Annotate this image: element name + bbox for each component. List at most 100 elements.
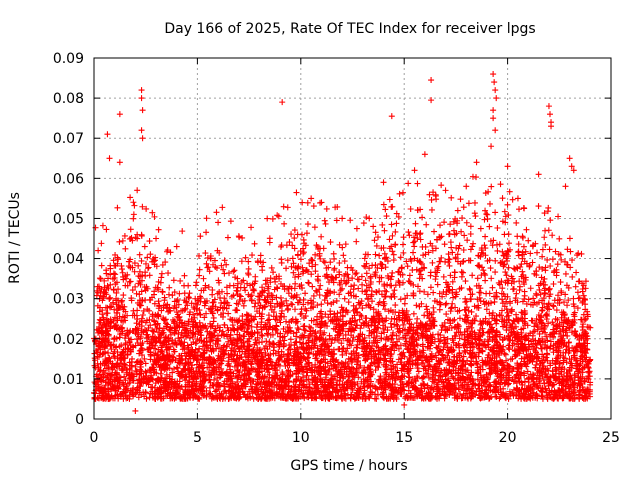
- data-point: [505, 231, 512, 238]
- data-point: [149, 313, 156, 320]
- data-point: [294, 251, 301, 258]
- data-point: [123, 395, 130, 402]
- data-point: [273, 313, 280, 320]
- data-point: [120, 273, 127, 280]
- data-point: [110, 287, 117, 294]
- data-point: [345, 373, 352, 380]
- data-point: [561, 312, 568, 319]
- data-point: [587, 324, 594, 331]
- data-point: [452, 255, 459, 262]
- data-point: [456, 315, 463, 322]
- data-point: [252, 278, 259, 285]
- data-point: [520, 271, 527, 278]
- data-point: [486, 257, 493, 264]
- data-point: [114, 254, 121, 261]
- data-point: [545, 320, 552, 327]
- data-point: [236, 332, 243, 339]
- data-point: [258, 313, 265, 320]
- data-point: [584, 311, 591, 318]
- data-point: [312, 395, 319, 402]
- data-point: [362, 314, 369, 321]
- data-point: [569, 257, 576, 264]
- data-point: [582, 306, 589, 313]
- data-point: [463, 312, 470, 319]
- data-point: [106, 295, 113, 302]
- data-point: [450, 294, 457, 301]
- data-point: [295, 265, 302, 272]
- data-point: [336, 271, 343, 278]
- data-point: [293, 338, 300, 345]
- data-point: [273, 294, 280, 301]
- data-point: [116, 334, 123, 341]
- data-point: [359, 281, 366, 288]
- data-point: [149, 333, 156, 340]
- data-point: [196, 272, 203, 279]
- data-point: [181, 306, 188, 313]
- data-point: [552, 389, 559, 396]
- data-point: [481, 242, 488, 249]
- data-point: [331, 310, 338, 317]
- data-points: [91, 71, 594, 414]
- data-point: [337, 287, 344, 294]
- data-point: [543, 333, 550, 340]
- data-point: [406, 272, 413, 279]
- data-point: [541, 285, 548, 292]
- data-point: [436, 258, 443, 265]
- data-point: [309, 257, 316, 264]
- data-point: [278, 303, 285, 310]
- data-point: [574, 289, 581, 296]
- data-point: [271, 286, 278, 293]
- data-point: [201, 314, 208, 321]
- data-point: [522, 276, 529, 283]
- data-point: [151, 328, 158, 335]
- data-point: [370, 306, 377, 313]
- data-point: [541, 275, 548, 282]
- data-point: [535, 282, 542, 289]
- data-point: [555, 251, 562, 258]
- data-point: [401, 300, 408, 307]
- data-point: [427, 353, 434, 360]
- data-point: [288, 341, 295, 348]
- data-point: [553, 366, 560, 373]
- data-point: [547, 362, 554, 369]
- data-point: [407, 280, 414, 287]
- data-point: [136, 291, 143, 298]
- data-point: [300, 301, 307, 308]
- data-point: [318, 392, 325, 399]
- data-point: [539, 304, 546, 311]
- data-point: [508, 308, 515, 315]
- data-point: [150, 317, 157, 324]
- data-point: [581, 295, 588, 302]
- data-point: [141, 355, 148, 362]
- data-point: [309, 283, 316, 290]
- data-point: [348, 292, 355, 299]
- data-point: [210, 299, 217, 306]
- data-point: [417, 259, 424, 266]
- data-point: [415, 368, 422, 375]
- data-point: [499, 218, 506, 225]
- data-point: [194, 310, 201, 317]
- data-point: [261, 373, 268, 380]
- data-point: [381, 282, 388, 289]
- data-point: [309, 263, 316, 270]
- data-point: [211, 257, 218, 264]
- data-point: [525, 296, 532, 303]
- data-point: [316, 252, 323, 259]
- data-point: [237, 293, 244, 300]
- data-point: [283, 242, 290, 249]
- data-point: [404, 345, 411, 352]
- data-point: [123, 275, 130, 282]
- data-point: [492, 257, 499, 264]
- data-point: [562, 291, 569, 298]
- data-point: [387, 307, 394, 314]
- data-point: [316, 286, 323, 293]
- data-point: [129, 312, 136, 319]
- data-point: [414, 283, 421, 290]
- data-point: [339, 244, 346, 251]
- data-point: [281, 313, 288, 320]
- data-point: [481, 270, 488, 277]
- data-point: [286, 319, 293, 326]
- data-point: [478, 249, 485, 256]
- data-point: [388, 335, 395, 342]
- data-point: [533, 361, 540, 368]
